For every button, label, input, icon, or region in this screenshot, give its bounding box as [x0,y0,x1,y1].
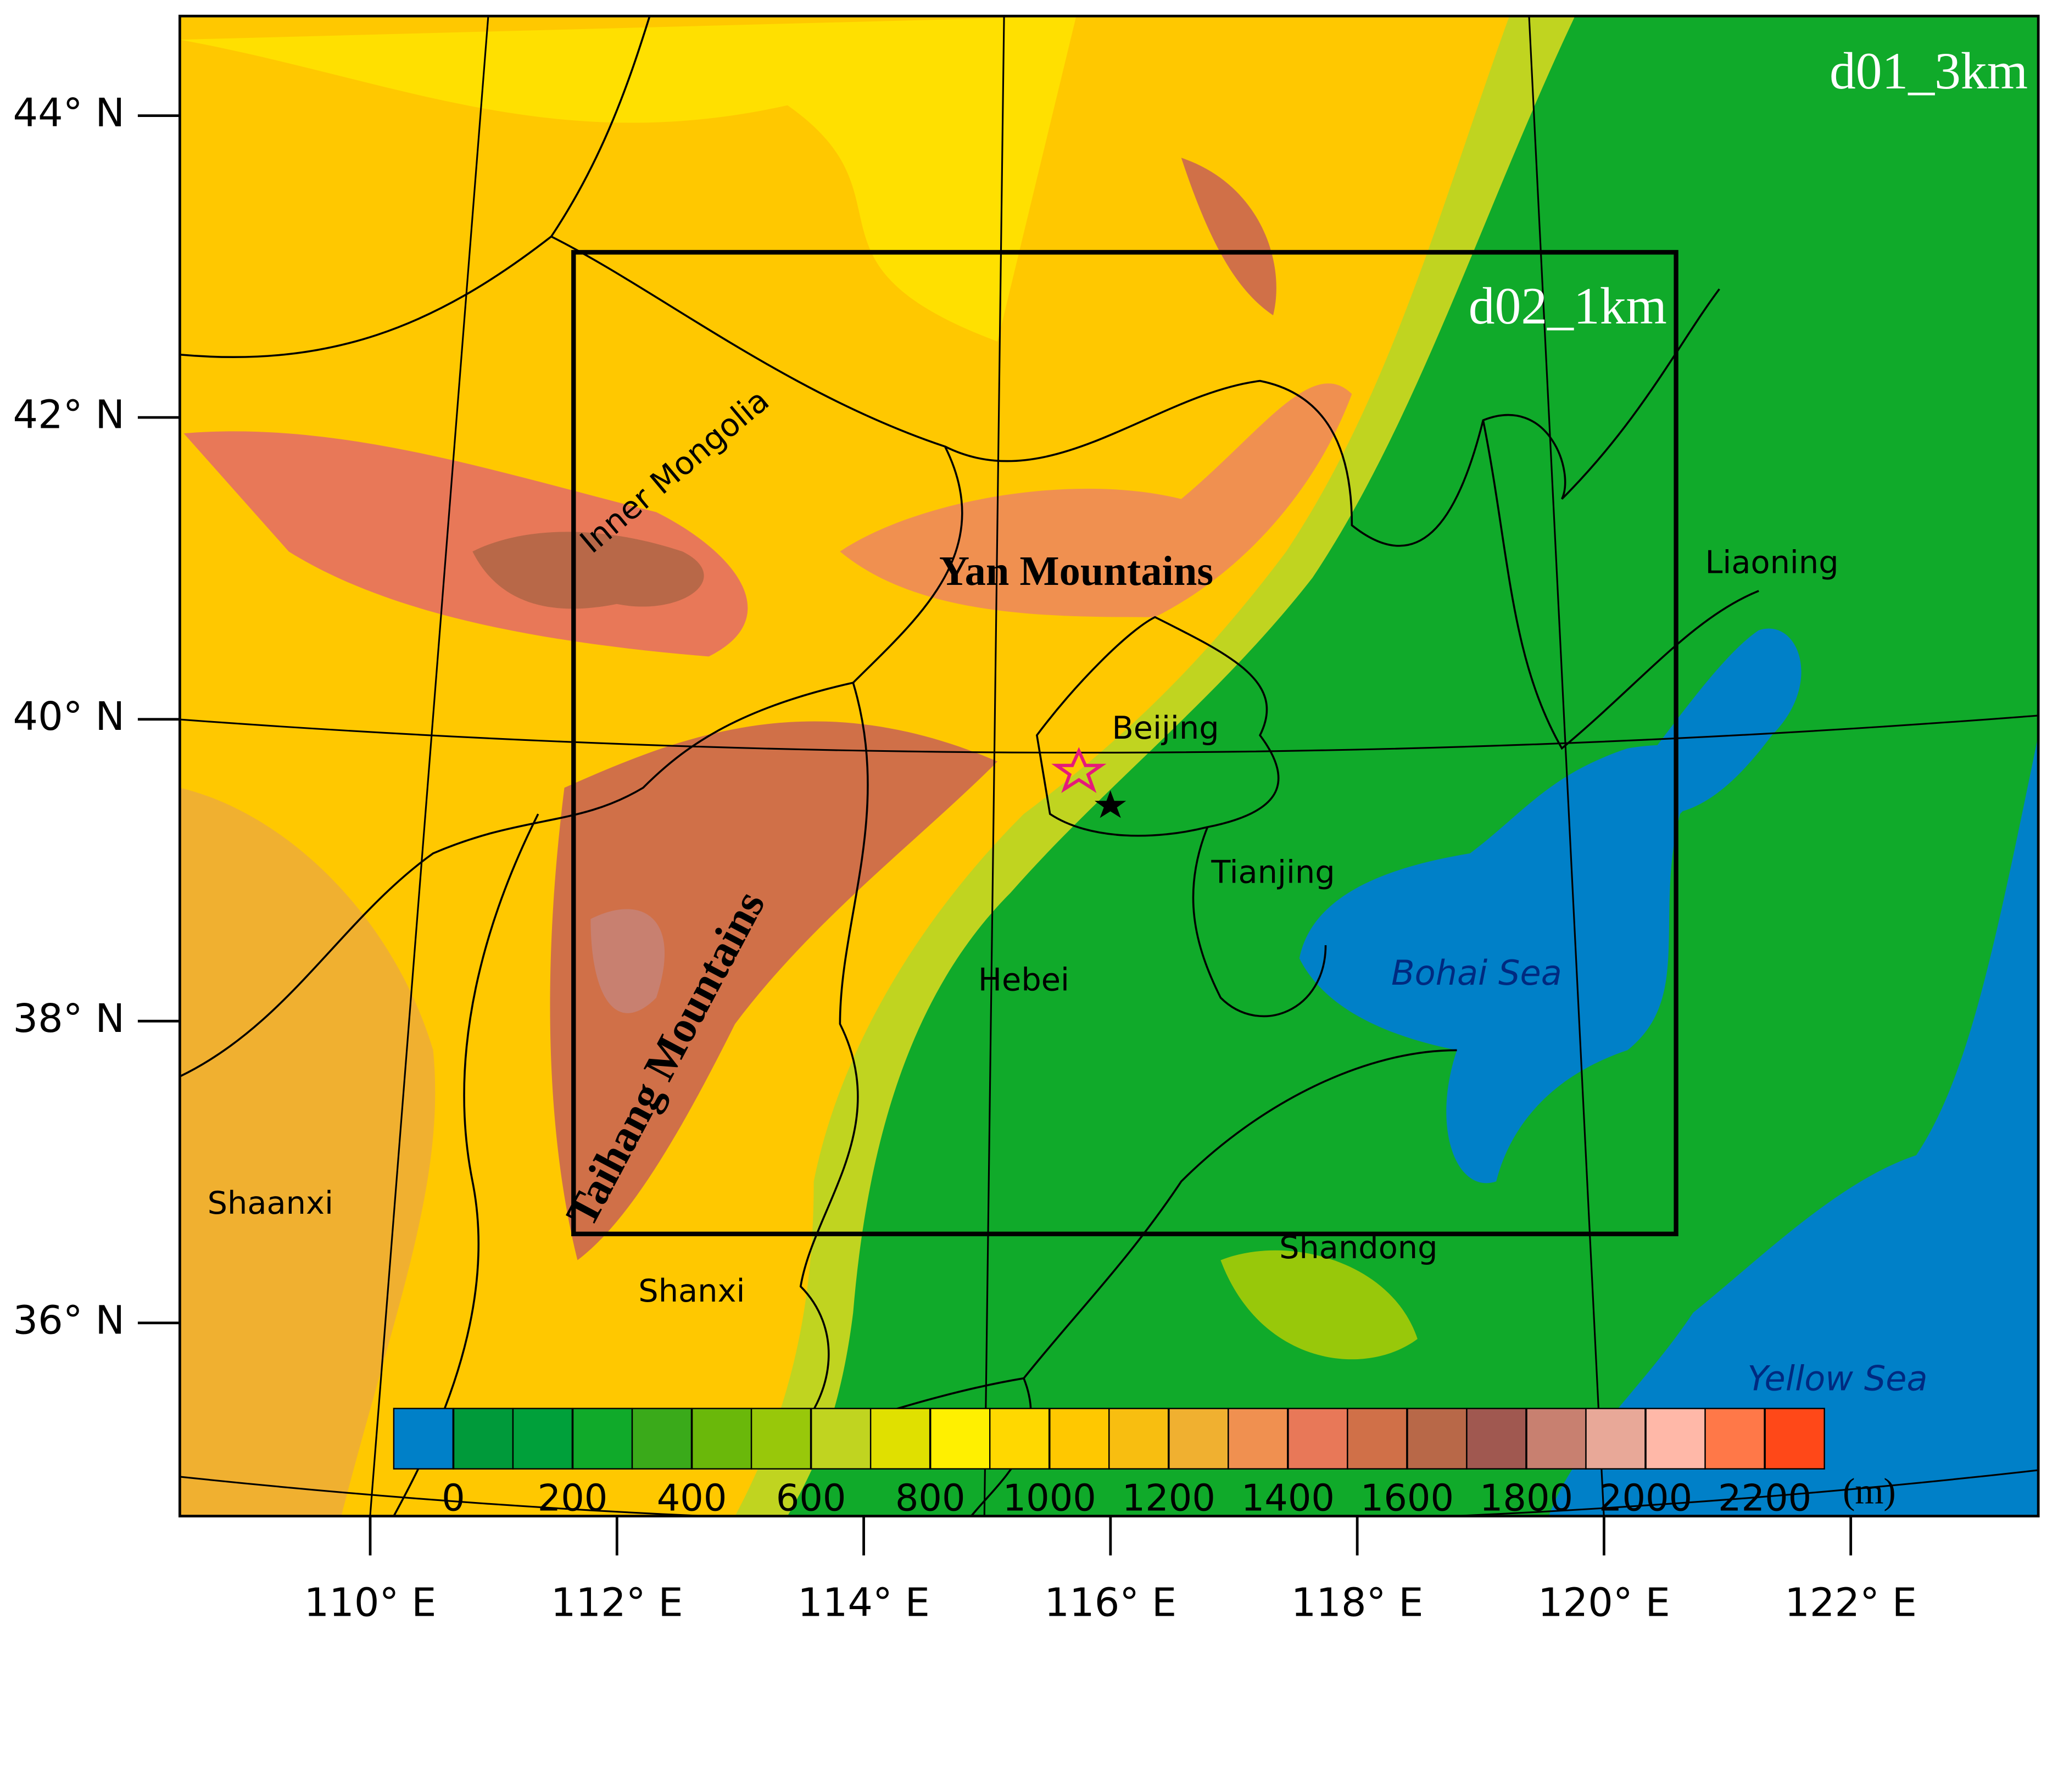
colorbar-swatch [1108,1408,1169,1470]
y-tick-label: 38° N [13,995,125,1041]
region-label: Liaoning [1705,544,1838,581]
colorbar-swatch [631,1408,693,1470]
colorbar-swatch [989,1408,1050,1470]
inner-domain-box [571,250,1678,1237]
colorbar-swatch [1466,1408,1527,1470]
colorbar-tick-label: 2200 [1718,1476,1811,1519]
y-tick-label: 42° N [13,392,125,438]
colorbar-tick-label: 200 [538,1476,608,1519]
colorbar-swatch [1048,1408,1110,1470]
colorbar-swatch [1347,1408,1408,1470]
region-label: Tianjing [1211,854,1335,891]
colorbar-tick-label: 1800 [1480,1476,1573,1519]
colorbar-tick-label: 600 [776,1476,846,1519]
y-tick-label: 40° N [13,693,125,739]
x-tick-label: 112° E [551,1579,683,1626]
region-label: Shanxi [638,1272,745,1309]
colorbar-swatch [1287,1408,1348,1470]
colorbar-tick-label: 1000 [1003,1476,1096,1519]
region-label: Shandong [1279,1229,1437,1266]
colorbar-swatch [1585,1408,1647,1470]
colorbar-swatch [453,1408,514,1470]
colorbar-swatch [1704,1408,1766,1470]
colorbar-tick-label: 800 [895,1476,966,1519]
colorbar-unit: (m) [1843,1471,1896,1512]
site-marker [1051,747,1107,793]
colorbar-tick-label: 1600 [1360,1476,1454,1519]
x-tick-label: 122° E [1784,1579,1917,1626]
colorbar-swatch [572,1408,633,1470]
graticule [180,16,2039,1516]
colorbar-tick-label: 1400 [1241,1476,1335,1519]
x-tick-label: 120° E [1538,1579,1670,1626]
domain-label: d01_3km [1830,42,2028,100]
colorbar-swatch [1406,1408,1468,1470]
colorbar-swatch [750,1408,812,1470]
x-tick-label: 114° E [797,1579,930,1626]
region-label: Yellow Sea [1747,1359,1927,1399]
x-tick-label: 110° E [304,1579,437,1626]
region-label: Yan Mountains [939,548,1213,594]
colorbar-swatch [393,1408,454,1470]
colorbar-swatch [1525,1408,1587,1470]
colorbar-swatch [691,1408,752,1470]
region-label: Bohai Sea [1391,953,1562,993]
y-tick-label: 44° N [13,90,125,136]
colorbar-swatch [1168,1408,1229,1470]
site-marker [1094,790,1126,818]
colorbar-swatch [929,1408,991,1470]
region-label: Shaanxi [208,1185,333,1221]
colorbar-swatch [869,1408,931,1470]
colorbar-swatch [810,1408,872,1470]
colorbar-swatch [512,1408,573,1470]
region-label: Hebei [978,962,1069,998]
colorbar-tick-label: 1200 [1122,1476,1215,1519]
x-tick-label: 118° E [1291,1579,1424,1626]
colorbar-swatch [1644,1408,1706,1470]
colorbar-swatch [1764,1408,1825,1470]
terrain [180,16,2039,1516]
borders [180,16,1759,1516]
domain-label: d02_1km [1469,277,1667,335]
colorbar-tick-label: 2000 [1599,1476,1692,1519]
colorbar-tick-label: 0 [442,1476,465,1519]
x-tick-label: 116° E [1044,1579,1176,1626]
colorbar-tick-label: 400 [657,1476,727,1519]
map-frame [178,14,2040,1518]
y-tick-label: 36° N [13,1297,125,1343]
colorbar-swatch [1228,1408,1289,1470]
region-label: Beijing [1112,710,1219,746]
